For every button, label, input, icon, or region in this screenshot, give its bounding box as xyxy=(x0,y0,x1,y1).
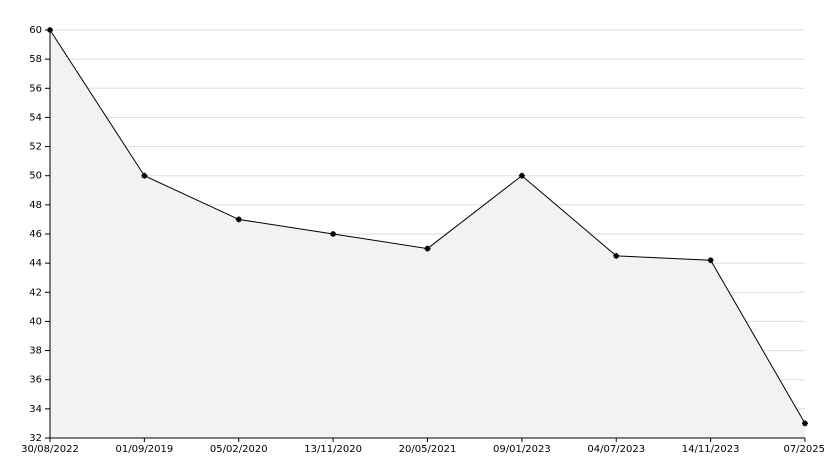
marker xyxy=(424,245,431,252)
x-tick-label: 14/11/2023 xyxy=(682,444,740,455)
x-tick-label: 05/02/2020 xyxy=(210,444,268,455)
x-tick-label: 04/07/2023 xyxy=(587,444,645,455)
x-tick-label: 30/08/2022 xyxy=(21,444,79,455)
y-tick-label: 46 xyxy=(29,229,42,240)
x-tick-label: 01/09/2019 xyxy=(116,444,174,455)
y-tick-label: 34 xyxy=(29,404,42,415)
marker xyxy=(141,172,148,179)
y-tick-label: 36 xyxy=(29,375,42,386)
y-tick-label: 32 xyxy=(29,433,42,444)
y-tick-label: 50 xyxy=(29,171,42,182)
y-tick-label: 60 xyxy=(29,25,42,36)
y-tick-label: 56 xyxy=(29,83,42,94)
x-tick-label: 13/11/2020 xyxy=(304,444,362,455)
marker xyxy=(802,420,808,427)
x-tick-label: 07/2025 xyxy=(783,444,825,455)
x-tick-label: 20/05/2021 xyxy=(399,444,457,455)
marker xyxy=(330,231,337,237)
y-tick-label: 40 xyxy=(29,316,42,327)
marker xyxy=(707,257,714,264)
x-tick-label: 09/01/2023 xyxy=(493,444,551,455)
y-tick-label: 52 xyxy=(29,142,42,153)
marker xyxy=(613,252,620,259)
y-tick-label: 42 xyxy=(29,287,42,298)
y-tick-label: 38 xyxy=(29,346,42,357)
y-tick-label: 48 xyxy=(29,200,42,211)
y-tick-label: 44 xyxy=(29,258,42,269)
area xyxy=(50,30,805,438)
marker xyxy=(235,216,242,223)
y-tick-label: 54 xyxy=(29,112,42,123)
marker xyxy=(518,172,525,179)
y-tick-label: 58 xyxy=(29,54,42,65)
